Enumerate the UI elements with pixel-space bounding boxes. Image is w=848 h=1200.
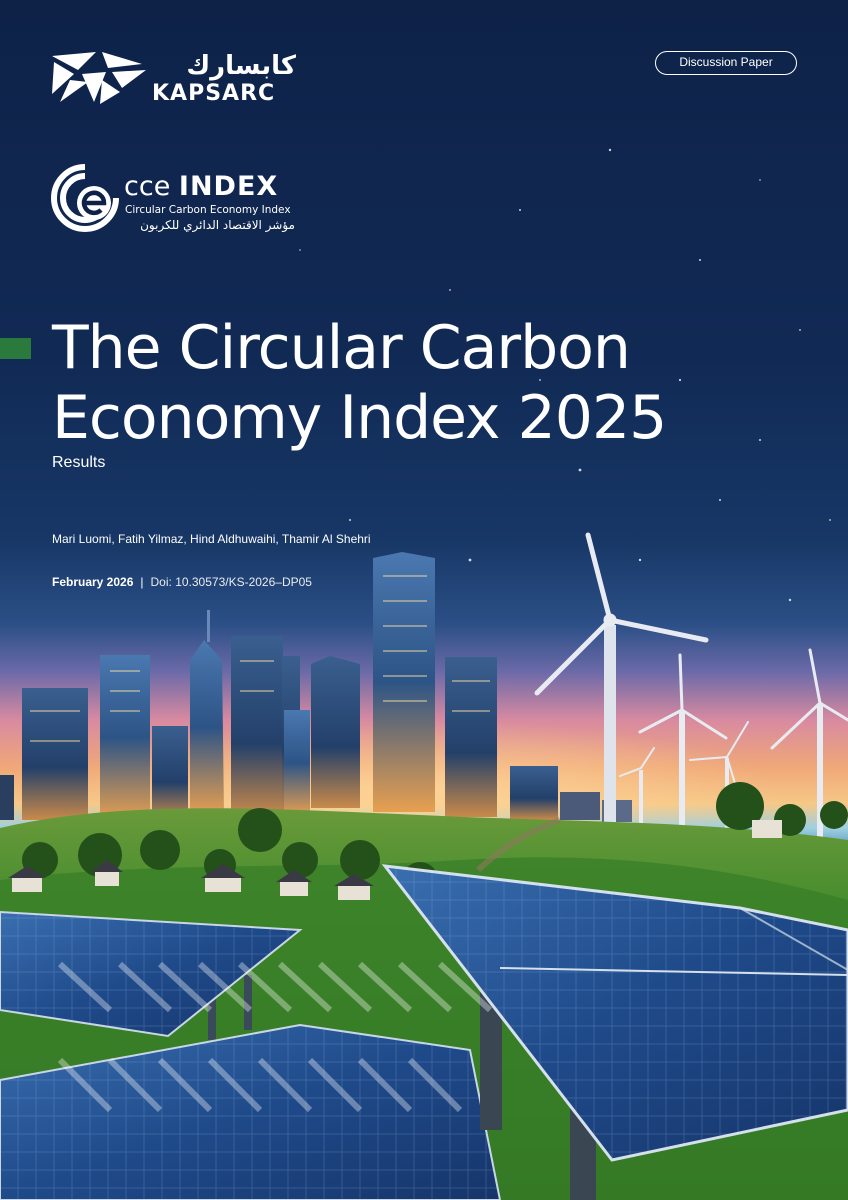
document-title: The Circular Carbon Economy Index 2025 [52,313,667,453]
publication-meta: February 2026 | Doi: 10.30573/KS-2026–DP05 [52,574,312,590]
title-line-1: The Circular Carbon [52,313,631,383]
document-type-badge: Discussion Paper [655,51,797,75]
brand-arabic-name: كابسارك [186,51,296,81]
doi-link[interactable]: Doi: 10.30573/KS-2026–DP05 [150,575,312,589]
cce-index-subtitle: Circular Carbon Economy Index [125,204,291,216]
title-line-2: Economy Index 2025 [52,383,667,453]
cce-index-prefix: cce [124,171,171,202]
authors-list: Mari Luomi, Fatih Yilmaz, Hind Aldhuwaih… [52,532,371,546]
document-subtitle: Results [52,454,106,471]
cce-index-arabic-name: مؤشر الاقتصاد الدائري للكربون [140,218,295,232]
publication-date: February 2026 [52,575,134,589]
cce-index-logo-icon [51,164,119,232]
title-accent-bar [0,338,31,359]
cce-index-suffix: INDEX [178,171,279,202]
kapsarc-logo-icon [52,52,146,104]
brand-name: KAPSARC [152,81,276,106]
solar-panels [0,864,848,1200]
wind-turbines [534,532,848,870]
meta-separator: | [140,575,144,589]
city-skyline [0,552,632,822]
cce-index-name: cce INDEX [124,172,278,202]
